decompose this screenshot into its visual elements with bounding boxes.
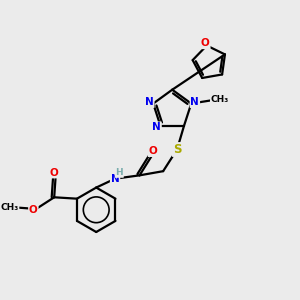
Text: O: O	[148, 146, 157, 156]
Text: O: O	[201, 38, 210, 48]
Text: N: N	[190, 97, 199, 107]
Text: O: O	[50, 168, 58, 178]
Text: N: N	[152, 122, 161, 132]
Text: N: N	[111, 174, 119, 184]
Text: N: N	[145, 97, 154, 107]
Text: O: O	[29, 205, 38, 214]
Text: CH₃: CH₃	[0, 202, 19, 211]
Text: H: H	[116, 168, 123, 177]
Text: CH₃: CH₃	[211, 95, 229, 104]
Text: S: S	[173, 143, 181, 156]
